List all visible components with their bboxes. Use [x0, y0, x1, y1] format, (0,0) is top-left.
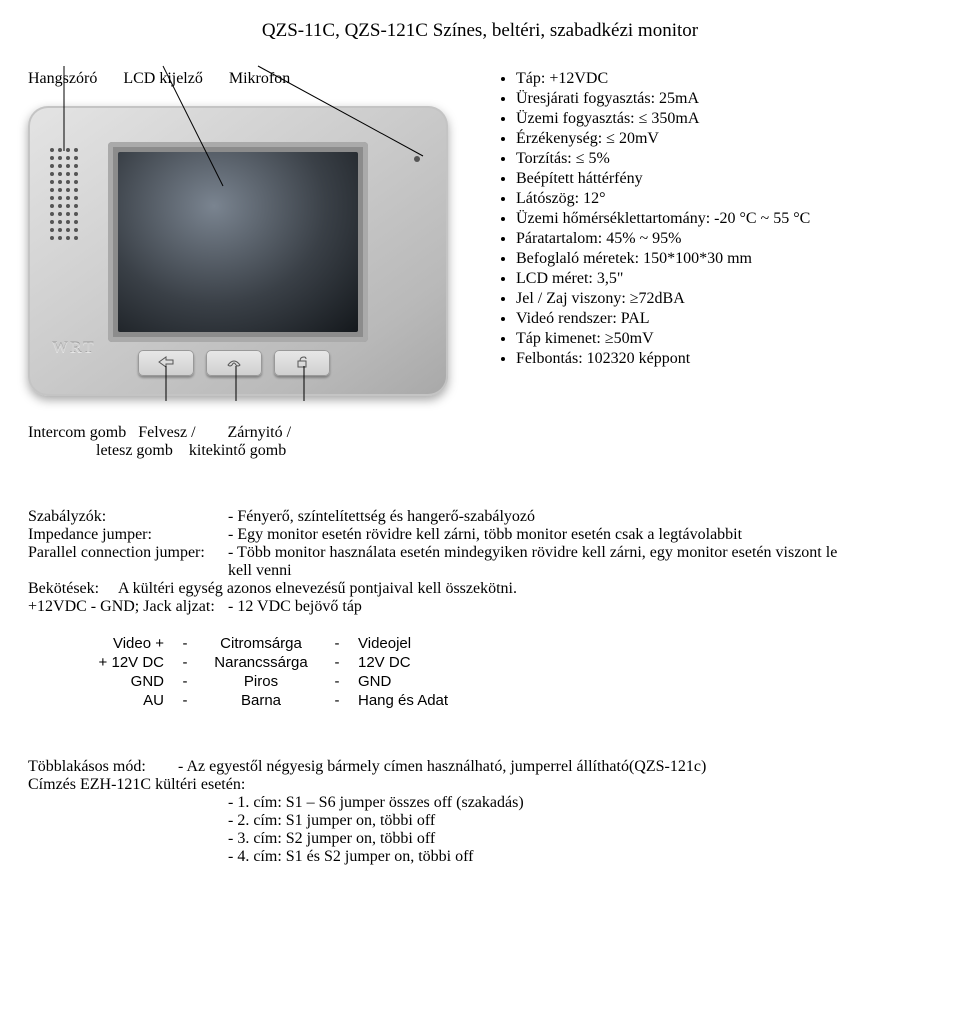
row-value: - Egy monitor esetén rövidre kell zárni,…	[228, 526, 742, 544]
label-speaker: Hangszóró	[28, 70, 97, 88]
speaker-grille	[50, 148, 80, 268]
pickup-hangup-button	[206, 350, 262, 376]
brand-text: WRT	[52, 340, 96, 358]
spec-item: Érzékenység: ≤ 20mV	[516, 130, 810, 148]
top-row: Hangszóró LCD kijelző Mikrofon WRT	[28, 70, 932, 460]
page-title: QZS-11C, QZS-121C Színes, beltéri, szaba…	[28, 20, 932, 42]
address-item: 2. cím: S1 jumper on, többi off	[228, 812, 932, 830]
address-item: 4. cím: S1 és S2 jumper on, többi off	[228, 848, 932, 866]
wire-cell: GND	[352, 672, 494, 691]
intercom-button	[138, 350, 194, 376]
spec-item: LCD méret: 3,5"	[516, 270, 810, 288]
wire-cell: Videojel	[352, 634, 494, 653]
wire-cell: + 12V DC	[68, 653, 170, 672]
wire-cell: Citromsárga	[200, 634, 322, 653]
screen-frame	[108, 142, 368, 342]
wire-cell: Piros	[200, 672, 322, 691]
wire-cell: Video +	[68, 634, 170, 653]
spec-item: Táp: +12VDC	[516, 70, 810, 88]
spec-item: Üresjárati fogyasztás: 25mA	[516, 90, 810, 108]
wire-cell: 12V DC	[352, 653, 494, 672]
row-value: - Több monitor használata esetén mindegy…	[228, 544, 837, 562]
spec-item: Jel / Zaj viszony: ≥72dBA	[516, 290, 810, 308]
wire-cell: GND	[68, 672, 170, 691]
spec-item: Torzítás: ≤ 5%	[516, 150, 810, 168]
unlock-view-button	[274, 350, 330, 376]
address-item: 1. cím: S1 – S6 jumper összes off (szaka…	[228, 794, 932, 812]
wire-cell: -	[170, 691, 200, 710]
row-label: Bekötések:	[28, 580, 118, 598]
spec-item: Látószög: 12°	[516, 190, 810, 208]
row-value: - Fényerő, színtelítettség és hangerő-sz…	[228, 508, 535, 526]
wire-cell: -	[170, 672, 200, 691]
row-label: +12VDC - GND; Jack aljzat:	[28, 598, 228, 616]
spec-item: Üzemi fogyasztás: ≤ 350mA	[516, 110, 810, 128]
row-label: Többlakásos mód:	[28, 758, 178, 776]
address-list: 1. cím: S1 – S6 jumper összes off (szaka…	[28, 794, 932, 866]
wire-cell: -	[170, 634, 200, 653]
spec-item: Beépített háttérfény	[516, 170, 810, 188]
row-value: - Az egyestől négyesig bármely címen has…	[178, 758, 706, 776]
device-body: WRT	[28, 106, 448, 396]
row-value: A kültéri egység azonos elnevezésű pontj…	[118, 580, 517, 598]
spec-item: Üzemi hőmérséklettartomány: -20 °C ~ 55 …	[516, 210, 810, 228]
spec-item: Videó rendszer: PAL	[516, 310, 810, 328]
lcd-screen	[118, 152, 358, 332]
wire-cell: Narancssárga	[200, 653, 322, 672]
button-labels: Intercom gomb Felvesz / Zárnyitó / letes…	[28, 424, 468, 460]
address-item: 3. cím: S2 jumper on, többi off	[228, 830, 932, 848]
wire-cell: -	[322, 653, 352, 672]
spec-item: Páratartalom: 45% ~ 95%	[516, 230, 810, 248]
wire-cell: -	[170, 653, 200, 672]
device-column: Hangszóró LCD kijelző Mikrofon WRT	[28, 70, 468, 460]
wiring-table: Video +-Citromsárga-Videojel + 12V DC-Na…	[28, 634, 932, 710]
microphone-hole	[414, 156, 420, 162]
wire-cell: -	[322, 691, 352, 710]
wire-cell: -	[322, 634, 352, 653]
controls-section: Szabályzók:- Fényerő, színtelítettség és…	[28, 508, 932, 710]
spec-item: Táp kimenet: ≥50mV	[516, 330, 810, 348]
row-continuation: kell venni	[28, 562, 932, 580]
label-lcd: LCD kijelző	[123, 70, 203, 88]
wire-cell: Hang és Adat	[352, 691, 494, 710]
row-label: Impedance jumper:	[28, 526, 228, 544]
subheading: Címzés EZH-121C kültéri esetén:	[28, 776, 932, 794]
spec-item: Felbontás: 102320 képpont	[516, 350, 810, 368]
row-label: Parallel connection jumper:	[28, 544, 228, 562]
wire-cell: Barna	[200, 691, 322, 710]
wire-cell: -	[322, 672, 352, 691]
multihome-section: Többlakásos mód:- Az egyestől négyesig b…	[28, 758, 932, 866]
row-value: - 12 VDC bejövő táp	[228, 598, 362, 616]
spec-list: Táp: +12VDC Üresjárati fogyasztás: 25mA …	[494, 70, 810, 370]
spec-item: Befoglaló méretek: 150*100*30 mm	[516, 250, 810, 268]
callout-labels: Hangszóró LCD kijelző Mikrofon	[28, 70, 468, 88]
row-label: Szabályzók:	[28, 508, 228, 526]
label-mic: Mikrofon	[229, 70, 290, 88]
device-figure: WRT	[28, 106, 458, 406]
wire-cell: AU	[68, 691, 170, 710]
